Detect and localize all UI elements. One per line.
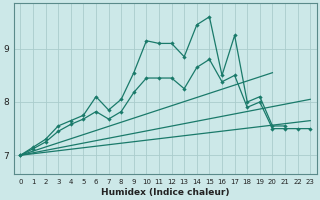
X-axis label: Humidex (Indice chaleur): Humidex (Indice chaleur) [101,188,229,197]
